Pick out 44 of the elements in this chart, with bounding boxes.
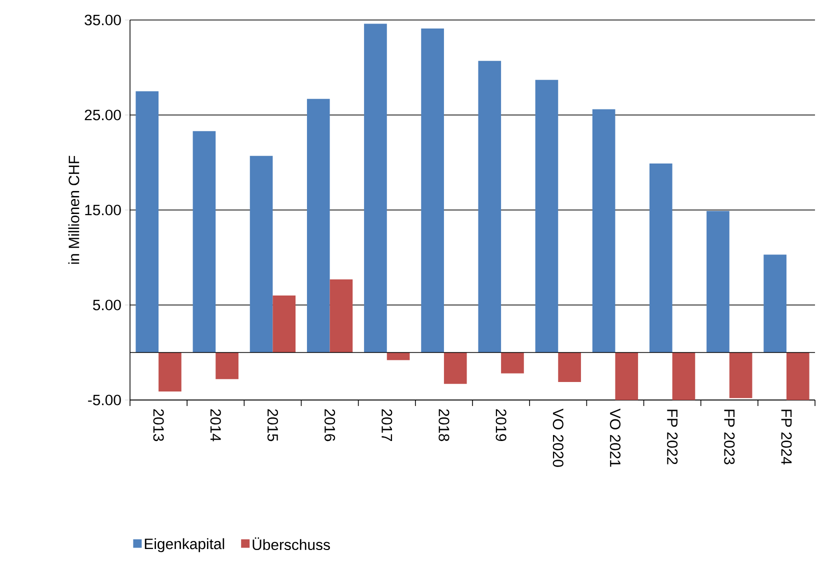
bar: [706, 210, 730, 352]
x-tick-label: 2015: [267, 409, 278, 442]
bar: [592, 109, 616, 352]
y-tick-label: 25.00: [84, 110, 121, 120]
bar: [672, 352, 696, 400]
bar: [421, 28, 444, 352]
bar: [250, 156, 273, 352]
x-tick-label: 2017: [382, 409, 392, 441]
bar: [158, 352, 182, 392]
bar: [216, 352, 238, 380]
bar: [764, 254, 786, 352]
bar: [444, 352, 467, 384]
bar: [615, 352, 638, 400]
x-tick-label: VO 2021: [610, 408, 621, 467]
bar: [558, 352, 581, 382]
x-tick-label: FP 2022: [667, 410, 678, 464]
y-tick-label: 5.00: [92, 300, 121, 310]
legend-label: Eigenkapital: [144, 538, 224, 552]
x-tick-label: 2019: [496, 409, 506, 442]
bar: [364, 24, 387, 352]
x-tick-label: FP 2023: [724, 410, 735, 464]
x-tick-label: FP 2024: [781, 410, 792, 465]
bar: [649, 163, 672, 352]
x-tick-label: VO 2020: [552, 408, 564, 467]
bar: [729, 352, 752, 398]
legend-label: Überschuss: [252, 537, 330, 550]
y-axis-title: in Millionen CHF: [68, 156, 80, 264]
x-tick-label: 2016: [324, 409, 336, 442]
y-tick-label: 15.00: [85, 204, 121, 216]
bar: [306, 98, 330, 352]
bar: [386, 352, 410, 360]
bar: [192, 131, 216, 352]
bar: [786, 352, 810, 400]
x-tick-label: 2014: [210, 409, 221, 442]
y-tick-label: 35.00: [84, 14, 121, 26]
bar: [501, 352, 524, 374]
bar: [478, 60, 502, 352]
bar: [330, 279, 353, 352]
bar: [136, 91, 159, 352]
y-tick-label: -5.00: [88, 394, 121, 406]
bar: [535, 80, 558, 352]
x-tick-label: 2018: [438, 409, 450, 442]
bar: [272, 295, 296, 352]
x-tick-label: 2013: [153, 409, 164, 442]
